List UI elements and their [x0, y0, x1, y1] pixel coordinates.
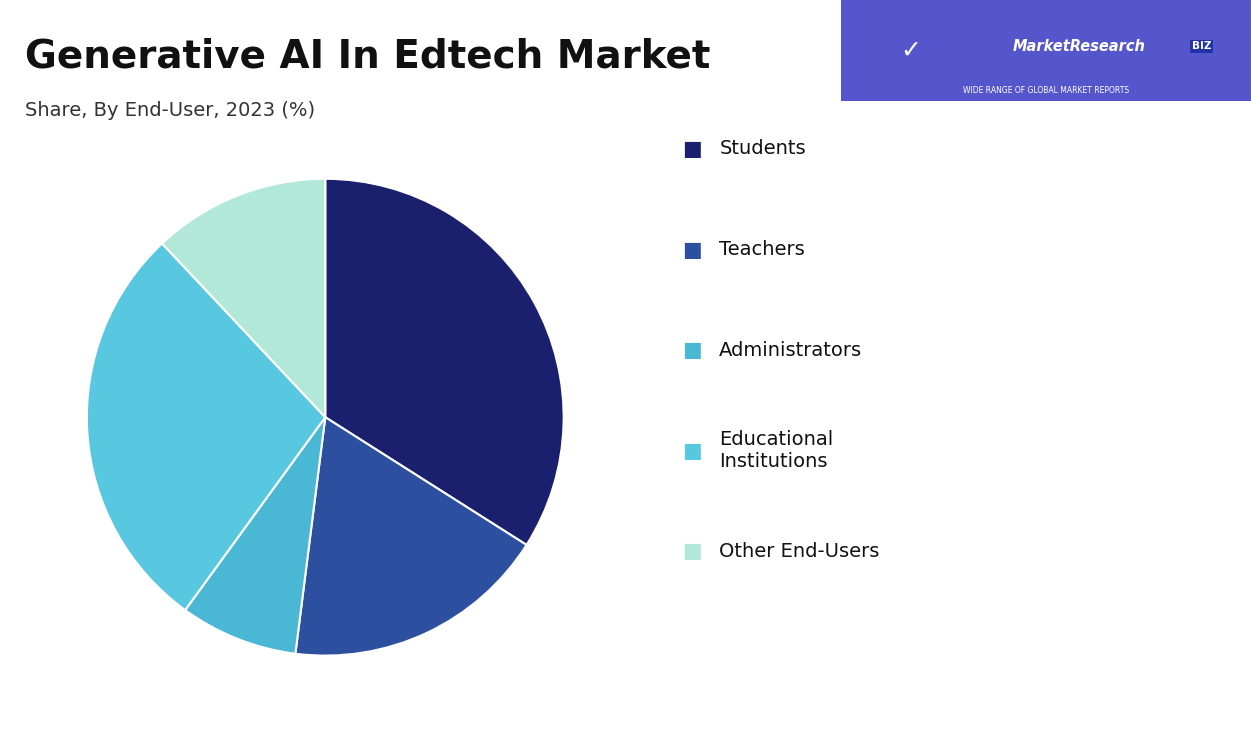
Text: ■: ■	[682, 340, 702, 360]
Wedge shape	[295, 417, 527, 656]
Text: Administrators: Administrators	[719, 340, 862, 360]
Text: BIZ: BIZ	[1192, 41, 1211, 51]
Text: ■: ■	[682, 441, 702, 460]
Text: Share, By End-User, 2023 (%): Share, By End-User, 2023 (%)	[25, 101, 315, 120]
Wedge shape	[86, 244, 325, 610]
Text: MarketResearch: MarketResearch	[1012, 39, 1145, 54]
Text: Students: Students	[719, 139, 806, 159]
Text: Total Market Size
(USD Million), 2023: Total Market Size (USD Million), 2023	[948, 285, 1143, 326]
Text: ✓: ✓	[899, 39, 921, 63]
Text: ■: ■	[682, 542, 702, 561]
Text: CAGR
2023-2033: CAGR 2023-2033	[996, 450, 1096, 492]
Text: 40.5%: 40.5%	[950, 377, 1142, 431]
Text: Other End-Users: Other End-Users	[719, 542, 879, 561]
Text: Teachers: Teachers	[719, 240, 806, 259]
Wedge shape	[163, 179, 325, 417]
Text: 191: 191	[976, 194, 1116, 260]
Text: WIDE RANGE OF GLOBAL MARKET REPORTS: WIDE RANGE OF GLOBAL MARKET REPORTS	[963, 86, 1128, 95]
Text: ■: ■	[682, 240, 702, 259]
Wedge shape	[185, 417, 325, 653]
Text: ■: ■	[682, 139, 702, 159]
Text: $: $	[1032, 527, 1060, 568]
Wedge shape	[325, 179, 564, 545]
Text: Generative AI In Edtech Market: Generative AI In Edtech Market	[25, 37, 711, 75]
Text: Educational
Institutions: Educational Institutions	[719, 430, 833, 472]
FancyBboxPatch shape	[841, 0, 1251, 101]
